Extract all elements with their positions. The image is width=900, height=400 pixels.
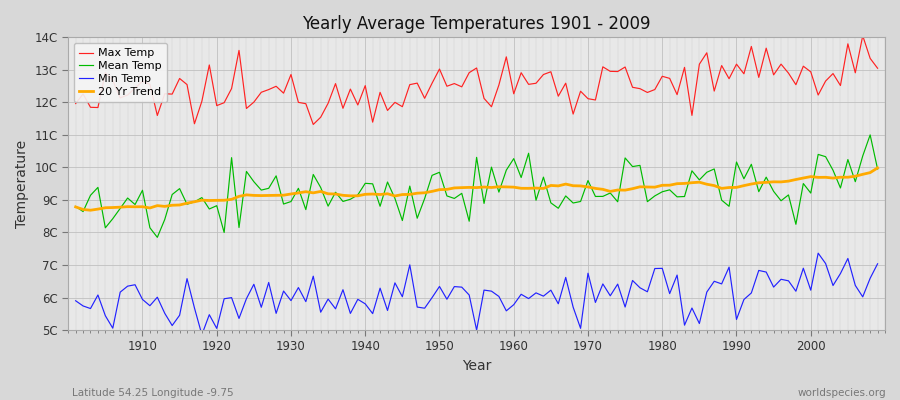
Min Temp xyxy=(130,282,140,287)
Mean Temp xyxy=(516,175,526,180)
20 Yr Trend xyxy=(86,208,96,213)
20 Yr Trend xyxy=(872,166,883,170)
Min Temp xyxy=(872,262,883,266)
Line: Mean Temp: Mean Temp xyxy=(76,135,878,237)
20 Yr Trend xyxy=(508,185,519,190)
Mean Temp xyxy=(508,156,519,161)
20 Yr Trend xyxy=(516,186,526,191)
Max Temp xyxy=(293,100,304,105)
Max Temp xyxy=(308,122,319,127)
Mean Temp xyxy=(130,202,140,207)
20 Yr Trend xyxy=(345,194,356,198)
Legend: Max Temp, Mean Temp, Min Temp, 20 Yr Trend: Max Temp, Mean Temp, Min Temp, 20 Yr Tre… xyxy=(74,43,167,102)
Max Temp xyxy=(130,86,140,90)
Max Temp xyxy=(872,66,883,71)
Min Temp xyxy=(813,251,824,256)
Text: Latitude 54.25 Longitude -9.75: Latitude 54.25 Longitude -9.75 xyxy=(72,388,234,398)
Y-axis label: Temperature: Temperature xyxy=(15,140,29,228)
20 Yr Trend xyxy=(301,189,311,194)
Min Temp xyxy=(70,298,81,303)
Min Temp xyxy=(345,311,356,316)
Mean Temp xyxy=(865,132,876,137)
Min Temp xyxy=(605,293,616,298)
Line: 20 Yr Trend: 20 Yr Trend xyxy=(76,168,878,210)
Max Temp xyxy=(508,91,519,96)
Mean Temp xyxy=(301,207,311,212)
Max Temp xyxy=(345,87,356,92)
Min Temp xyxy=(301,299,311,304)
Mean Temp xyxy=(605,190,616,195)
Max Temp xyxy=(516,70,526,75)
20 Yr Trend xyxy=(70,204,81,209)
X-axis label: Year: Year xyxy=(462,359,491,373)
20 Yr Trend xyxy=(605,189,616,194)
Max Temp xyxy=(605,69,616,74)
Max Temp xyxy=(70,101,81,106)
Mean Temp xyxy=(152,235,163,240)
Mean Temp xyxy=(872,166,883,171)
Line: Min Temp: Min Temp xyxy=(76,253,878,335)
Text: worldspecies.org: worldspecies.org xyxy=(798,388,886,398)
Min Temp xyxy=(508,302,519,307)
Mean Temp xyxy=(345,197,356,202)
Min Temp xyxy=(516,292,526,297)
20 Yr Trend xyxy=(137,204,148,209)
Min Temp xyxy=(196,332,207,337)
Mean Temp xyxy=(70,204,81,209)
Line: Max Temp: Max Temp xyxy=(76,36,878,124)
Max Temp xyxy=(858,33,868,38)
Title: Yearly Average Temperatures 1901 - 2009: Yearly Average Temperatures 1901 - 2009 xyxy=(302,15,651,33)
